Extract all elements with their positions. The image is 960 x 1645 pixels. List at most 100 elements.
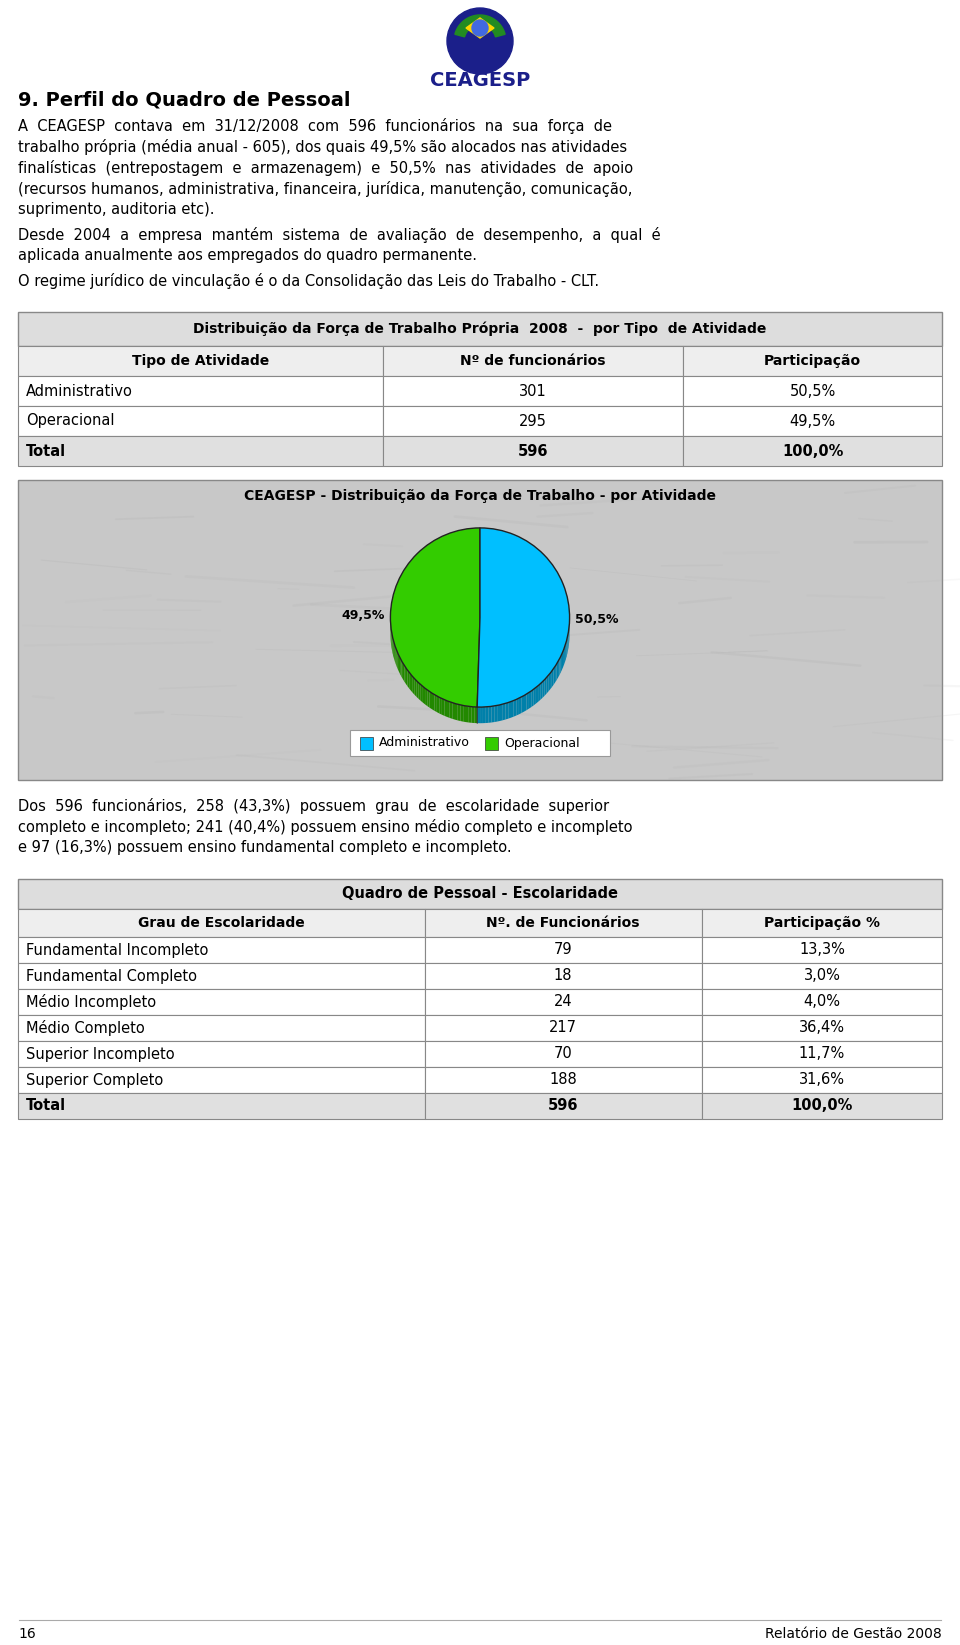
Polygon shape — [526, 693, 529, 711]
Polygon shape — [404, 666, 406, 684]
Polygon shape — [519, 697, 521, 714]
Polygon shape — [471, 707, 474, 724]
Polygon shape — [452, 702, 455, 719]
Polygon shape — [461, 706, 464, 722]
Polygon shape — [516, 697, 519, 716]
Polygon shape — [409, 673, 411, 691]
Bar — [18, 345, 383, 377]
Polygon shape — [449, 702, 452, 719]
Bar — [18, 436, 383, 466]
Polygon shape — [562, 651, 564, 670]
Text: Total: Total — [26, 444, 66, 459]
Bar — [18, 962, 424, 989]
Polygon shape — [400, 658, 401, 676]
Text: Administrativo: Administrativo — [379, 737, 469, 750]
Bar — [18, 1015, 424, 1041]
Bar — [424, 1015, 702, 1041]
Bar — [702, 962, 942, 989]
Polygon shape — [432, 693, 434, 711]
Text: Participação: Participação — [764, 354, 861, 368]
Text: 70: 70 — [554, 1046, 572, 1061]
Text: Grau de Escolaridade: Grau de Escolaridade — [138, 916, 304, 929]
Polygon shape — [561, 653, 562, 673]
Bar — [18, 1092, 424, 1119]
Polygon shape — [417, 681, 419, 699]
Polygon shape — [413, 676, 415, 694]
Bar — [702, 910, 942, 938]
Text: Desde  2004  a  empresa  mantém  sistema  de  avaliação  de  desempenho,  a  qua: Desde 2004 a empresa mantém sistema de a… — [18, 227, 660, 243]
Bar — [424, 989, 702, 1015]
Polygon shape — [539, 684, 540, 702]
Text: 301: 301 — [519, 383, 547, 398]
Polygon shape — [430, 691, 432, 709]
Text: aplicada anualmente aos empregados do quadro permanente.: aplicada anualmente aos empregados do qu… — [18, 248, 477, 263]
Polygon shape — [546, 676, 548, 694]
Text: finalísticas  (entrepostagem  e  armazenagem)  e  50,5%  nas  atividades  de  ap: finalísticas (entrepostagem e armazenage… — [18, 160, 634, 176]
Polygon shape — [415, 679, 417, 697]
Text: Nº. de Funcionários: Nº. de Funcionários — [487, 916, 640, 929]
Bar — [18, 377, 383, 406]
Polygon shape — [508, 701, 511, 719]
Polygon shape — [550, 671, 552, 689]
Polygon shape — [480, 707, 483, 724]
Polygon shape — [427, 689, 430, 707]
Polygon shape — [425, 688, 427, 706]
Bar — [424, 910, 702, 938]
Text: 16: 16 — [18, 1627, 36, 1642]
Polygon shape — [486, 707, 489, 724]
Text: 36,4%: 36,4% — [799, 1020, 845, 1035]
Text: 9. Perfil do Quadro de Pessoal: 9. Perfil do Quadro de Pessoal — [18, 90, 350, 109]
Bar — [684, 436, 942, 466]
Text: 50,5%: 50,5% — [575, 614, 618, 625]
Text: 79: 79 — [554, 943, 572, 957]
Bar — [424, 1041, 702, 1068]
Bar — [383, 436, 684, 466]
Polygon shape — [494, 706, 497, 722]
Polygon shape — [492, 706, 494, 722]
Text: 295: 295 — [519, 413, 547, 428]
Text: 100,0%: 100,0% — [782, 444, 843, 459]
Bar — [18, 406, 383, 436]
Text: A  CEAGESP  contava  em  31/12/2008  com  596  funcionários  na  sua  força  de: A CEAGESP contava em 31/12/2008 com 596 … — [18, 118, 612, 133]
Polygon shape — [506, 702, 508, 719]
Text: Operacional: Operacional — [26, 413, 114, 428]
Polygon shape — [483, 707, 486, 724]
Polygon shape — [455, 15, 505, 36]
Text: 18: 18 — [554, 969, 572, 984]
Text: Fundamental Incompleto: Fundamental Incompleto — [26, 943, 208, 957]
Bar — [684, 345, 942, 377]
Polygon shape — [489, 706, 492, 722]
Bar — [360, 737, 373, 750]
Bar — [18, 878, 942, 910]
Polygon shape — [536, 686, 539, 704]
Polygon shape — [437, 696, 440, 714]
Polygon shape — [401, 661, 403, 679]
Polygon shape — [419, 683, 420, 701]
Bar — [702, 1068, 942, 1092]
Text: completo e incompleto; 241 (40,4%) possuem ensino médio completo e incompleto: completo e incompleto; 241 (40,4%) possu… — [18, 819, 633, 836]
Bar — [684, 377, 942, 406]
Polygon shape — [406, 668, 408, 686]
Polygon shape — [477, 707, 480, 724]
Text: Superior Incompleto: Superior Incompleto — [26, 1046, 175, 1061]
Polygon shape — [447, 701, 449, 717]
Bar — [702, 1092, 942, 1119]
Text: Médio Incompleto: Médio Incompleto — [26, 994, 156, 1010]
Polygon shape — [399, 656, 400, 674]
Bar — [18, 989, 424, 1015]
Polygon shape — [455, 704, 458, 721]
Polygon shape — [403, 663, 404, 681]
Polygon shape — [440, 697, 442, 714]
Text: Quadro de Pessoal - Escolaridade: Quadro de Pessoal - Escolaridade — [342, 887, 618, 901]
Polygon shape — [434, 694, 437, 712]
Polygon shape — [474, 707, 477, 724]
Polygon shape — [500, 704, 503, 721]
Bar — [684, 406, 942, 436]
Polygon shape — [444, 699, 447, 717]
Text: 188: 188 — [549, 1073, 577, 1087]
Text: 24: 24 — [554, 995, 572, 1010]
Text: Tipo de Atividade: Tipo de Atividade — [132, 354, 269, 368]
Circle shape — [472, 20, 488, 36]
Circle shape — [447, 8, 513, 74]
Bar — [424, 938, 702, 962]
